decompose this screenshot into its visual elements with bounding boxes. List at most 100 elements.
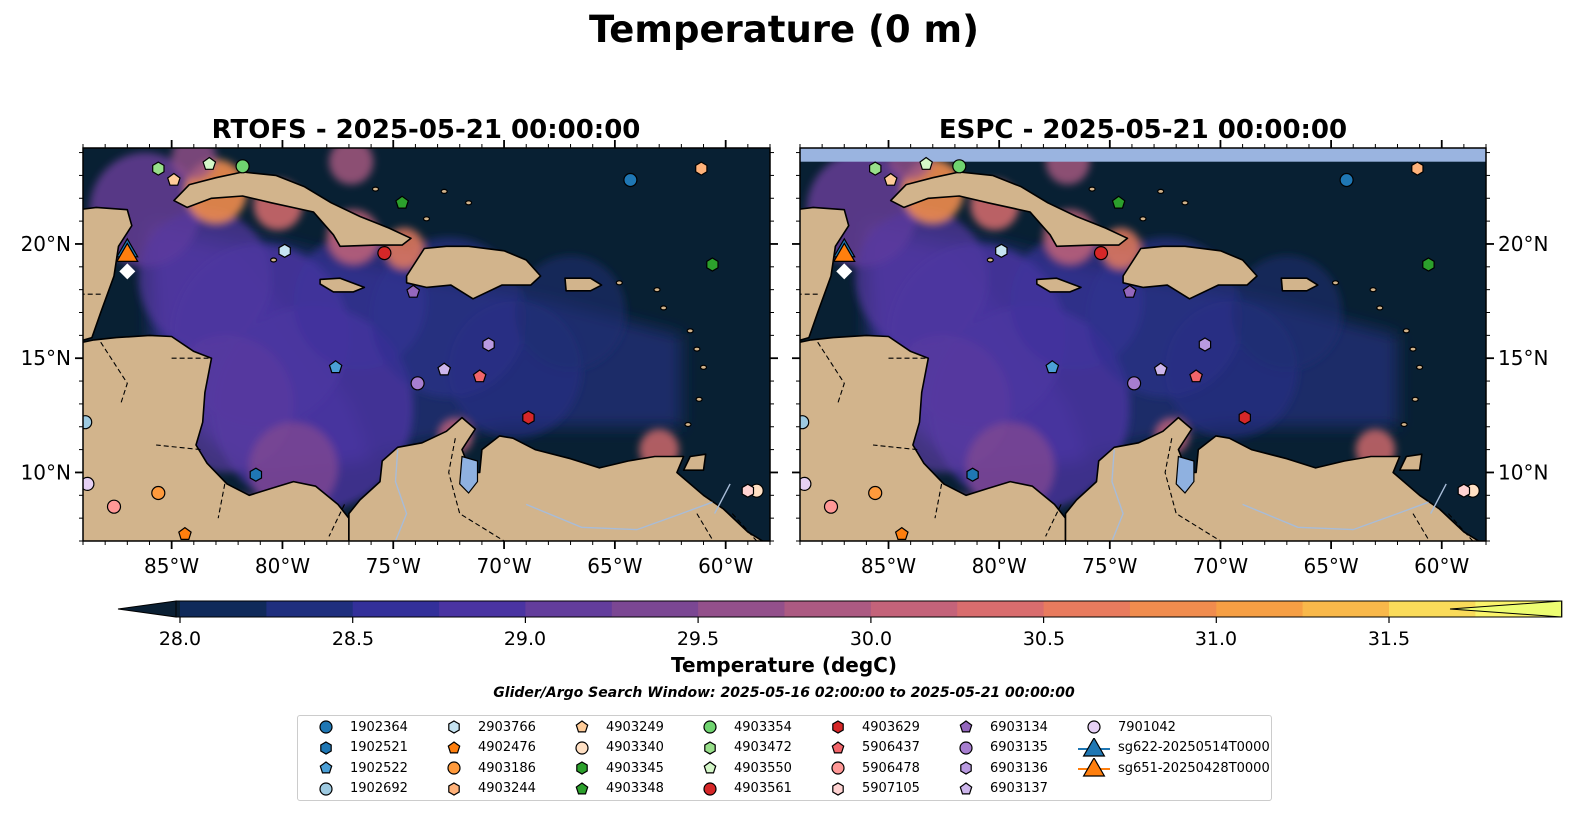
colorbar-bin	[957, 601, 1045, 617]
legend-marker-icon	[959, 781, 973, 794]
marker-4903249	[166, 172, 181, 186]
small-island	[1376, 305, 1384, 311]
lon-tick-label: 60°W	[1414, 554, 1469, 578]
figure-title: Temperature (0 m)	[589, 8, 979, 51]
small-island	[440, 188, 448, 194]
marker-1902692	[800, 415, 810, 430]
marker-5906478	[106, 499, 122, 514]
small-island	[1088, 186, 1096, 192]
small-island	[615, 280, 623, 286]
lon-tick-label: 65°W	[1303, 554, 1358, 578]
legend-item: sg622-20250514T0000	[1076, 737, 1270, 758]
legend-item: 1902521	[308, 738, 408, 758]
legend-item: 4902476	[436, 738, 536, 758]
small-island	[1415, 364, 1424, 370]
colorbar-bin	[439, 601, 526, 617]
legend-label: 6903135	[990, 740, 1048, 755]
small-island	[653, 287, 661, 293]
map-panel-rtofs: 85°W 80°W 75°W 70°W 65°W 60°W 20°N 15°N 10°N	[21, 140, 778, 578]
legend-4903244	[448, 781, 460, 796]
small-island	[422, 216, 431, 222]
legend-sg622-20250514T0000	[1082, 737, 1106, 757]
colorbar-bin	[352, 601, 440, 617]
legend-label: 1902522	[350, 760, 408, 776]
colorbar-bin	[266, 601, 354, 617]
legend-item: 6903136	[948, 758, 1048, 778]
small-island	[465, 200, 473, 206]
marker-4903629	[1238, 410, 1252, 425]
river	[713, 483, 731, 514]
lon-tick-label: 65°W	[587, 554, 642, 578]
legend-label: 4903244	[478, 781, 536, 796]
legend-marker-icon	[704, 740, 716, 755]
small-island	[1400, 421, 1408, 428]
legend-1902692	[319, 781, 333, 796]
land-puertorico	[564, 277, 603, 292]
legend-marker-icon	[447, 740, 461, 753]
marker-1902522	[1045, 360, 1060, 374]
small-island	[986, 257, 994, 263]
lon-tick-label: 85°W	[144, 554, 199, 578]
legend-marker-icon	[703, 761, 717, 774]
legend-4902476	[447, 740, 461, 753]
country-border	[934, 483, 943, 519]
legend-item: 7901042	[1076, 717, 1176, 737]
legend-marker-icon	[1087, 720, 1101, 734]
legend-label: 4903629	[862, 719, 920, 735]
country-border	[696, 513, 714, 541]
small-island	[699, 364, 708, 370]
legend-label: 1902364	[350, 719, 408, 735]
colorbar-tick-label: 31.5	[1368, 628, 1410, 650]
land-yucatan	[800, 206, 850, 342]
marker-4903550	[202, 156, 217, 170]
legend-4903550	[703, 761, 717, 774]
colorbar-tick-label: 28.5	[332, 628, 374, 650]
colorbar-bin	[525, 601, 613, 617]
legend-marker-icon	[319, 761, 333, 774]
marker-4903244	[1411, 161, 1424, 176]
legend-label: 4903348	[606, 781, 664, 796]
lat-tick-label: 15°N	[1498, 346, 1548, 370]
land-central	[83, 334, 350, 541]
map-frame	[799, 147, 1487, 542]
marker-4903561	[1093, 246, 1109, 261]
legend-label: 4903472	[734, 740, 792, 755]
glider-track-marker	[119, 263, 136, 280]
marker-7901042	[800, 476, 812, 491]
legend-label: 6903134	[990, 719, 1048, 735]
marker-1902364	[1339, 172, 1354, 188]
marker-4903354	[952, 159, 967, 174]
country-border	[217, 483, 226, 519]
legend-label: 4903561	[734, 781, 792, 796]
legend-6903135	[959, 740, 973, 755]
country-border	[1045, 504, 1062, 537]
lat-tick-label: 20°N	[21, 232, 71, 256]
legend: 1902364 1902521 1902522 1902692 2903766 49024…	[297, 715, 1272, 801]
marker-7901042	[83, 476, 95, 491]
legend-item: 4903186	[436, 758, 536, 778]
marker-4903354	[235, 159, 250, 174]
legend-marker-icon	[960, 761, 972, 775]
small-island	[659, 305, 668, 311]
marker-5906437	[472, 369, 487, 383]
colorbar-tick-label: 29.5	[677, 628, 719, 650]
legend-marker-icon	[959, 740, 973, 755]
legend-item: 4903550	[692, 758, 792, 778]
legend-label: 4902476	[478, 740, 536, 755]
legend-item: 4903345	[564, 758, 664, 778]
legend-label: sg651-20250428T0000	[1118, 760, 1270, 776]
colorbar	[117, 600, 1563, 623]
panel-title-rtofs: RTOFS - 2025-05-21 00:00:00	[212, 115, 641, 145]
country-border	[817, 341, 845, 405]
land-southam	[1064, 416, 1481, 541]
lon-tick-label: 85°W	[861, 554, 916, 578]
lat-tick-label: 10°N	[21, 461, 71, 485]
map-frame	[82, 147, 771, 542]
colorbar-bin	[1043, 601, 1131, 617]
colorbar-bin	[870, 601, 958, 617]
legend-label: 4903354	[734, 719, 792, 735]
river	[1430, 483, 1447, 514]
legend-marker-icon	[575, 720, 589, 733]
legend-marker-icon	[320, 740, 332, 755]
